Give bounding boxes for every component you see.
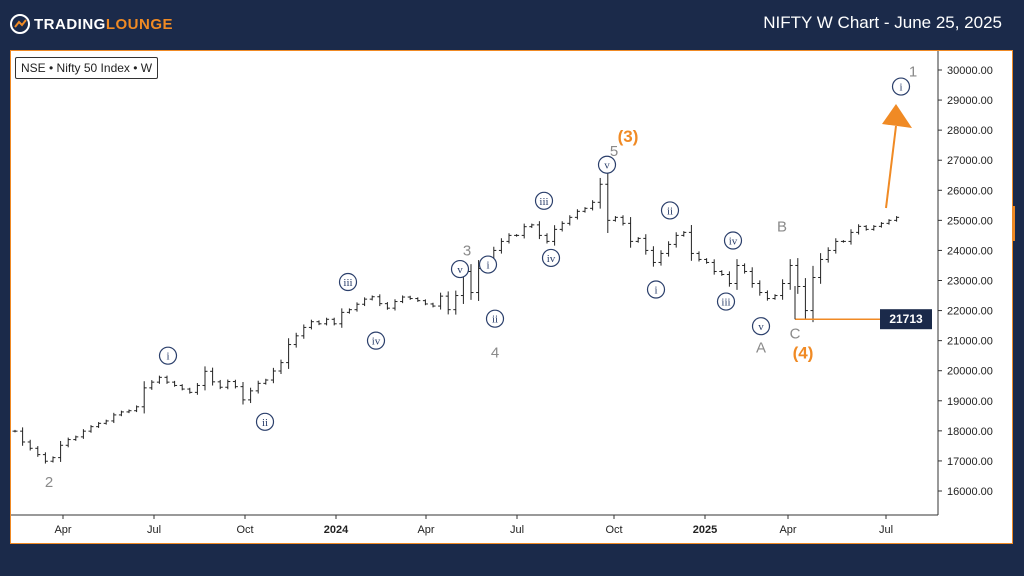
brand-mark-icon (10, 14, 30, 34)
x-tick-label: Oct (605, 524, 622, 536)
wave-label-text: iii (343, 277, 352, 289)
x-tick-label: Apr (417, 524, 434, 536)
y-tick-label: 30000.00 (947, 65, 993, 77)
wave-label-grey: 5 (610, 143, 618, 160)
wave-label-grey: 2 (45, 474, 53, 491)
y-tick-label: 25000.00 (947, 215, 993, 227)
wave-label-circle (646, 280, 666, 299)
chart-frame (10, 50, 1013, 544)
x-tick-label: Oct (236, 524, 253, 536)
top-bar: TRADINGLOUNGE NIFTY W Chart - June 25, 2… (0, 0, 1024, 48)
wave-label-text: iii (539, 196, 548, 208)
wave-label-circle (723, 231, 743, 250)
wave-label-text: ii (667, 205, 673, 217)
wave-label-circle (534, 191, 554, 210)
wave-label-grey: 3 (463, 242, 471, 259)
projection-arrow-line (885, 125, 897, 209)
wave-label-text: i (486, 260, 489, 272)
wave-label-grey: B (777, 218, 787, 235)
brand-name: TRADINGLOUNGE (34, 15, 173, 33)
wave-label-text: i (899, 82, 902, 94)
wave-label-circle (450, 259, 470, 279)
wave-label-text: iv (547, 253, 556, 265)
y-tick-label: 18000.00 (947, 426, 993, 438)
brand-logo: TRADINGLOUNGE (10, 13, 173, 35)
y-tick-label: 29000.00 (947, 95, 993, 107)
y-tick-label: 26000.00 (947, 185, 993, 197)
wave-label-circle (478, 255, 498, 274)
y-tick-label: 22000.00 (947, 306, 993, 318)
y-tick-label: 17000.00 (947, 456, 993, 468)
y-tick-label: 20000.00 (947, 366, 993, 378)
wave-label-grey: A (756, 339, 766, 356)
x-tick-label: Jul (879, 524, 893, 536)
symbol-label[interactable]: NSE • Nifty 50 Index • W (15, 57, 159, 79)
y-tick-label: 24000.00 (947, 245, 993, 257)
projection-arrowhead (882, 104, 912, 128)
wave-label-circle (541, 248, 561, 268)
wave-label-circle (338, 272, 358, 292)
y-tick-label: 19000.00 (947, 396, 993, 408)
wave-label-circle (716, 292, 736, 311)
price-label-box (880, 309, 932, 330)
y-tick-label: 23000.00 (947, 276, 993, 288)
wave-label-circle (485, 309, 505, 328)
wave-label-text: iii (721, 297, 730, 309)
wave-label-circle (158, 346, 178, 365)
wave-label-circle (255, 412, 275, 431)
wave-label-text: ii (492, 314, 498, 326)
wave-label-text: iv (372, 336, 381, 348)
x-tick-label: Apr (779, 524, 796, 536)
x-tick-label: 2024 (324, 524, 349, 536)
wave-label-text: iv (729, 236, 738, 248)
x-tick-label: Apr (54, 524, 71, 536)
chart-title: NIFTY W Chart - June 25, 2025 (763, 13, 1002, 32)
wave-label-circle (660, 201, 680, 220)
x-tick-label: Jul (510, 524, 524, 536)
price-label-text: 21713 (889, 312, 923, 326)
wave-label-circle (366, 331, 386, 350)
scroll-marker[interactable] (1012, 206, 1015, 241)
wave-label-text: i (654, 285, 657, 297)
wave-label-grey: 4 (491, 345, 499, 362)
wave-label-orange: (3) (618, 127, 639, 146)
x-tick-label: Jul (147, 524, 161, 536)
wave-label-orange: (4) (793, 344, 814, 363)
wave-label-text: v (457, 264, 463, 276)
wave-label-circle (597, 155, 617, 174)
y-tick-label: 16000.00 (947, 486, 993, 498)
wave-label-text: i (166, 351, 169, 363)
wave-label-circle (891, 77, 911, 96)
wave-label-text: v (604, 160, 610, 172)
wave-label-grey: C (790, 326, 801, 343)
y-tick-label: 28000.00 (947, 125, 993, 137)
x-tick-label: 2025 (693, 524, 717, 536)
wave-label-grey: 1 (909, 64, 917, 81)
wave-label-text: ii (262, 417, 268, 429)
y-tick-label: 27000.00 (947, 155, 993, 167)
wave-label-text: v (758, 321, 764, 333)
y-tick-label: 21000.00 (947, 336, 993, 348)
wave-label-circle (751, 317, 771, 336)
